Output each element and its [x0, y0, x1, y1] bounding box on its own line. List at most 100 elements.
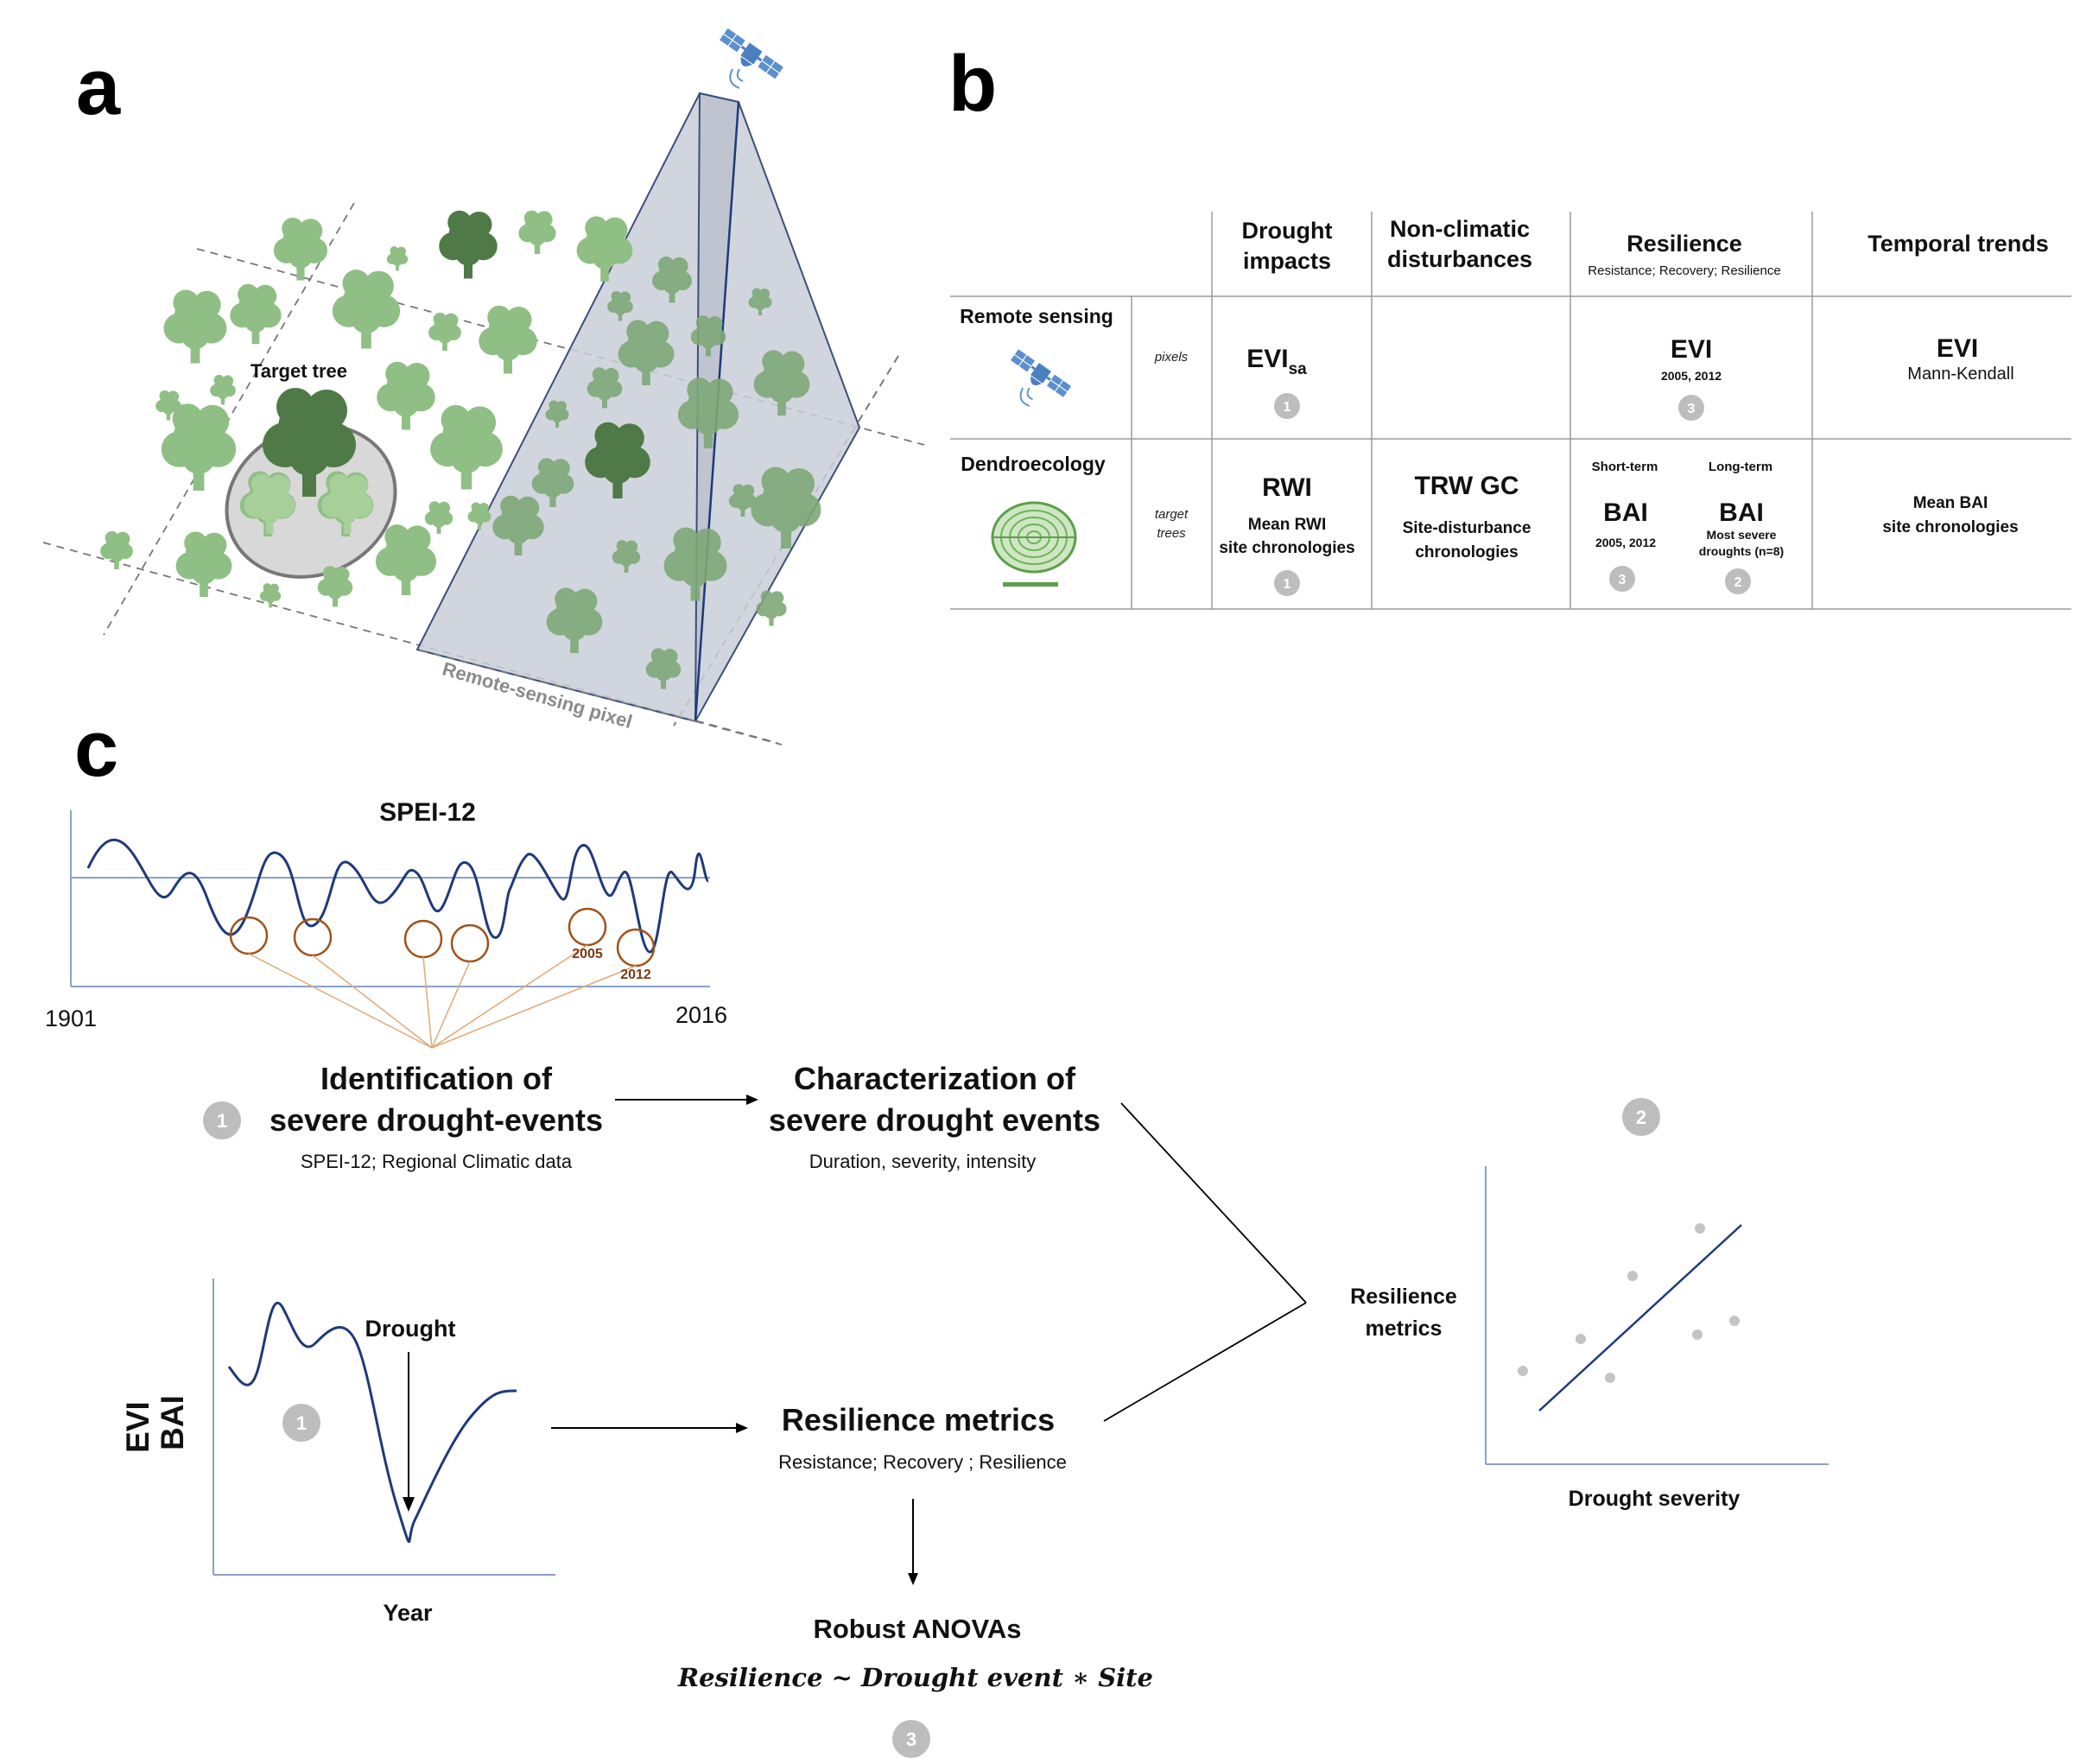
- row-dendro-unit-1: target: [1155, 507, 1189, 522]
- dendro-temporal-sub-2: site chronologies: [1882, 518, 2018, 536]
- drought-label: Drought: [365, 1316, 456, 1342]
- svg-text:2: 2: [1636, 1107, 1646, 1128]
- resilience-metrics-label-2: metrics: [1366, 1317, 1443, 1341]
- scatter-point: [1729, 1316, 1740, 1326]
- arrow-identification-to-characterization: [615, 1095, 758, 1105]
- col-resilience-subheader: Resistance; Recovery; Resilience: [1588, 263, 1780, 278]
- mark-2005: 2005: [572, 947, 603, 961]
- resilience-metrics-label-1: Resilience: [1350, 1285, 1457, 1309]
- dendro-nonclimatic-main: TRW GC: [1414, 472, 1519, 500]
- anova-formula: Resilience ~ Drought event ∗ Site: [677, 1663, 1153, 1692]
- dendro-nonclimatic-sub-1: Site-disturbance: [1403, 519, 1531, 537]
- dendro-short-bai: BAI: [1603, 498, 1648, 527]
- spei-year-start: 1901: [45, 1006, 97, 1031]
- remote-drought-evi-main: EVI: [1246, 345, 1288, 373]
- anova-title: Robust ANOVAs: [813, 1614, 1021, 1644]
- col-drought-header-2: impacts: [1243, 248, 1331, 274]
- metrics-sub: Resistance; Recovery ; Resilience: [778, 1451, 1067, 1473]
- ts-ylabel-bai: BAI: [155, 1395, 190, 1450]
- dendro-nonclimatic-sub-2: chronologies: [1415, 543, 1518, 562]
- metrics-title: Resilience metrics: [782, 1402, 1055, 1437]
- dendro-drought-rwi: RWI: [1262, 473, 1312, 502]
- dendro-drought-badge: 1: [1274, 570, 1300, 596]
- row-remote-label: Remote sensing: [960, 305, 1113, 327]
- panel-b-table-lines: [950, 212, 2071, 610]
- dendro-long-sub-1: Most severe: [1707, 528, 1777, 542]
- scatter-point: [1518, 1366, 1528, 1376]
- col-nonclimatic-header-2: disturbances: [1387, 246, 1532, 272]
- scatter-badge: 2: [1622, 1098, 1660, 1136]
- svg-text:2: 2: [1734, 575, 1742, 590]
- characterization-title-1: Characterization of: [794, 1061, 1076, 1096]
- svg-text:1: 1: [1284, 577, 1291, 592]
- ts-xlabel: Year: [383, 1600, 433, 1626]
- dendro-long-bai: BAI: [1719, 498, 1764, 527]
- svg-text:1: 1: [296, 1412, 307, 1434]
- scatter-point: [1576, 1334, 1586, 1344]
- remote-resilience-evi: EVI: [1671, 335, 1712, 364]
- dendro-drought-sub-2: site chronologies: [1219, 539, 1354, 557]
- col-nonclimatic-header-1: Non-climatic: [1390, 216, 1530, 242]
- converging-lines: [1103, 1102, 1307, 1422]
- ts-series-line: [227, 1301, 517, 1543]
- svg-text:3: 3: [1688, 402, 1696, 416]
- drought-event-circle-2012: [616, 928, 656, 968]
- svg-text:1: 1: [217, 1110, 227, 1132]
- spei-year-end: 2016: [675, 1002, 727, 1028]
- characterization-title-2: severe drought events: [769, 1102, 1100, 1138]
- identification-badge: 1: [203, 1101, 241, 1139]
- resilience-time-series: [212, 1279, 555, 1576]
- svg-text:1: 1: [1284, 400, 1291, 415]
- tree-ring-icon: [991, 501, 1077, 587]
- spei-plot: [70, 810, 710, 987]
- mark-2012: 2012: [620, 968, 651, 982]
- identification-title-2: severe drought-events: [270, 1102, 603, 1138]
- remote-resilience-badge: 3: [1678, 395, 1704, 421]
- target-tree-label: Target tree: [250, 360, 347, 382]
- identification-sub: SPEI-12; Regional Climatic data: [301, 1151, 573, 1172]
- drought-event-circle: [229, 916, 269, 955]
- remote-temporal-evi: EVI: [1937, 334, 1978, 363]
- dendro-short-years: 2005, 2012: [1595, 536, 1656, 549]
- col-temporal-header: Temporal trends: [1868, 231, 2049, 257]
- identification-title-1: Identification of: [320, 1061, 553, 1096]
- anova-badge: 3: [892, 1720, 930, 1758]
- scatter-point: [1627, 1271, 1638, 1281]
- drought-event-circle: [450, 923, 490, 963]
- panel-c-label: c: [74, 705, 118, 793]
- arrow-ts-to-metrics: [551, 1423, 748, 1433]
- svg-text:3: 3: [906, 1729, 916, 1750]
- panel-b-label: b: [948, 40, 997, 128]
- scatter-point: [1605, 1373, 1615, 1383]
- dendro-short-term-label: Short-term: [1592, 460, 1658, 474]
- satellite-icon: [713, 26, 786, 90]
- col-resilience-header: Resilience: [1627, 231, 1742, 257]
- ts-ylabel-evi: EVI: [120, 1401, 155, 1453]
- scatter-trend-line: [1538, 1224, 1742, 1412]
- dendro-long-badge: 2: [1725, 568, 1751, 594]
- remote-resilience-years: 2005, 2012: [1661, 369, 1722, 383]
- scatter-xlabel: Drought severity: [1569, 1487, 1741, 1511]
- drought-event-circle: [403, 919, 443, 959]
- remote-sensing-satellite-icon: [1005, 346, 1074, 408]
- svg-text:3: 3: [1619, 573, 1627, 587]
- panel-a-label: a: [76, 43, 121, 131]
- dendro-long-term-label: Long-term: [1709, 460, 1772, 474]
- row-dendro-unit-2: trees: [1157, 526, 1186, 541]
- col-drought-header-1: Drought: [1242, 218, 1333, 244]
- dendro-long-sub-2: droughts (n=8): [1699, 544, 1784, 558]
- ts-badge: 1: [282, 1404, 320, 1442]
- remote-temporal-mann-kendall: Mann-Kendall: [1907, 365, 2013, 384]
- characterization-sub: Duration, severity, intensity: [809, 1151, 1036, 1172]
- scatter-plot: [1485, 1166, 1829, 1465]
- remote-drought-evi-sub: sa: [1289, 360, 1308, 378]
- spei-series-line: [86, 838, 710, 954]
- arrow-metrics-to-anova: [908, 1499, 918, 1585]
- drought-event-connectors: [248, 944, 637, 1049]
- spei-title: SPEI-12: [379, 798, 476, 827]
- dendro-temporal-sub-1: Mean BAI: [1913, 494, 1988, 512]
- row-dendro-label: Dendroecology: [961, 453, 1106, 475]
- scatter-point: [1692, 1329, 1703, 1340]
- scatter-point: [1695, 1223, 1705, 1234]
- drought-event-circle-2005: [568, 907, 607, 947]
